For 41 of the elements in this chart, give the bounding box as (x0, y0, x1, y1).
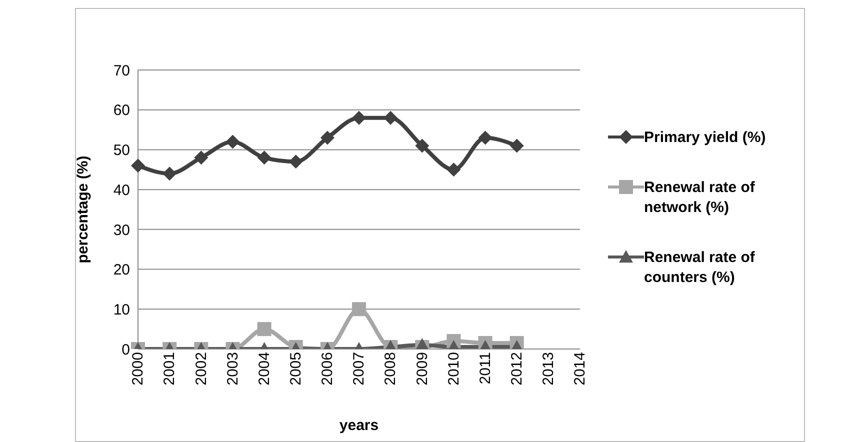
x-tick-label: 2013 (540, 352, 558, 386)
x-tick-label: 2009 (414, 352, 431, 386)
point (415, 138, 430, 153)
x-axis-title: years (339, 417, 379, 434)
point (194, 150, 208, 165)
x-tick-label: 2005 (288, 352, 305, 386)
y-tick-label: 0 (122, 341, 130, 358)
legend-label: Renewal rate of counters (%) (644, 248, 756, 288)
point (131, 158, 145, 173)
point (384, 110, 398, 125)
x-tick-label: 2006 (319, 352, 336, 386)
x-tick-label: 2012 (508, 352, 526, 386)
point (320, 130, 334, 145)
point (288, 154, 303, 169)
legend-label: Renewal rate of network (%) (644, 178, 756, 218)
y-tick-label: 50 (113, 142, 130, 160)
y-tick-label: 40 (113, 182, 130, 199)
y-tick-label: 60 (113, 102, 130, 120)
x-tick-label: 2004 (256, 352, 273, 386)
point (478, 130, 492, 145)
x-tick-label: 2002 (192, 352, 210, 386)
x-tick-label: 2003 (224, 352, 242, 386)
x-tick-label: 2008 (382, 352, 400, 386)
point (510, 138, 524, 153)
x-tick-label: 2001 (161, 352, 178, 386)
x-tick-label: 2010 (445, 352, 462, 386)
y-axis-title: percentage (%) (74, 156, 92, 264)
legend-label: Primary yield (%) (644, 128, 766, 148)
point (257, 150, 272, 165)
x-tick-label: 2014 (572, 352, 589, 386)
point (162, 166, 177, 181)
y-tick-label: 30 (113, 222, 130, 239)
point (446, 162, 461, 177)
point (226, 134, 240, 149)
x-tick-label: 2007 (350, 352, 368, 386)
y-tick-label: 70 (113, 62, 130, 80)
point (352, 110, 366, 125)
y-tick-label: 20 (113, 262, 130, 279)
y-tick-label: 10 (113, 301, 130, 318)
x-tick-label: 2011 (476, 352, 494, 384)
x-tick-label: 2000 (130, 352, 147, 386)
